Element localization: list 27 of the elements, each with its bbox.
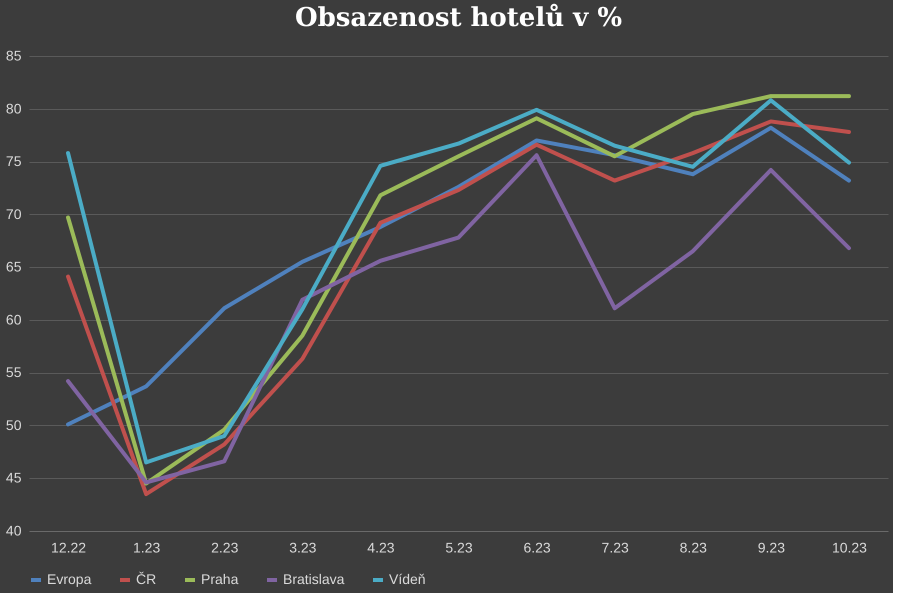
y-tick-label: 85 — [6, 48, 22, 64]
legend-label: Evropa — [47, 571, 92, 587]
y-tick-label: 75 — [6, 153, 22, 170]
x-tick-label: 2.23 — [211, 540, 239, 556]
x-tick-label: 12.22 — [51, 540, 86, 556]
x-tick-label: 1.23 — [133, 540, 160, 556]
legend-label: ČR — [136, 571, 156, 587]
y-tick-label: 60 — [6, 311, 22, 328]
legend-label: Vídeň — [389, 571, 426, 587]
x-tick-label: 3.23 — [289, 540, 317, 556]
y-tick-label: 80 — [6, 100, 22, 116]
x-tick-label: 4.23 — [367, 540, 395, 556]
y-tick-label: 70 — [6, 206, 22, 222]
legend-label: Praha — [201, 571, 239, 587]
y-tick-label: 55 — [6, 364, 22, 380]
x-tick-label: 5.23 — [445, 540, 473, 556]
y-tick-label: 65 — [6, 258, 22, 275]
chart-title: Obsazenost hotelů v % — [294, 3, 622, 33]
x-tick-label: 8.23 — [680, 540, 708, 556]
legend-label: Bratislava — [283, 571, 345, 587]
y-tick-label: 40 — [6, 522, 22, 538]
x-tick-label: 9.23 — [758, 540, 786, 556]
y-tick-label: 50 — [6, 416, 22, 433]
x-tick-label: 7.23 — [602, 540, 630, 556]
x-tick-label: 10.23 — [832, 540, 868, 556]
y-tick-label: 45 — [6, 470, 22, 486]
x-tick-label: 6.23 — [523, 540, 551, 556]
